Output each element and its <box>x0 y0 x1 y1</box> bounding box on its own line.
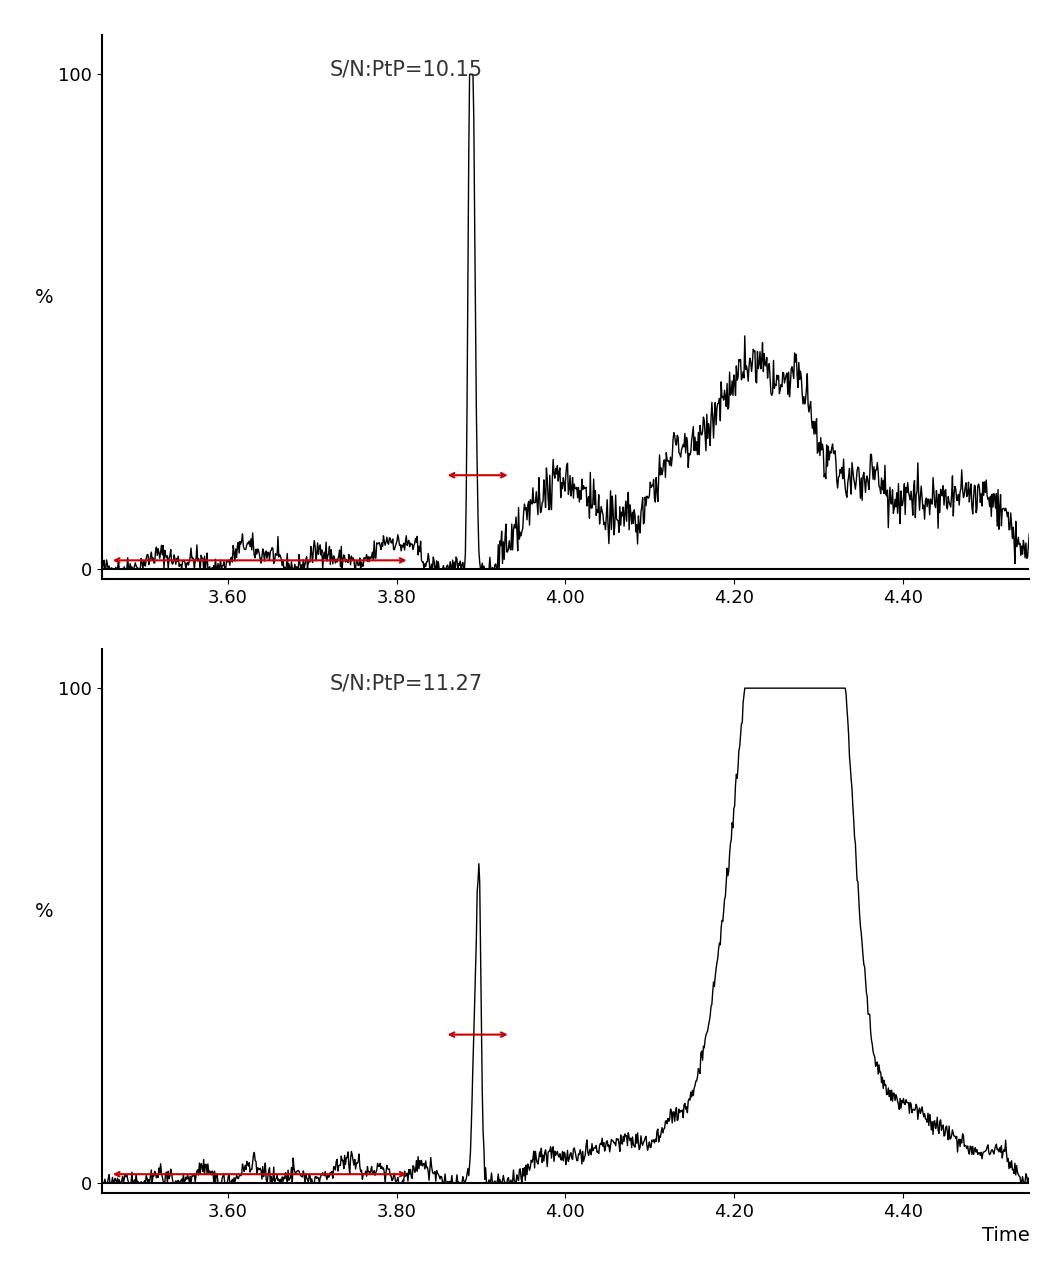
Y-axis label: %: % <box>35 288 53 307</box>
Text: S/N:PtP=10.15: S/N:PtP=10.15 <box>329 59 482 79</box>
Text: S/N:PtP=11.27: S/N:PtP=11.27 <box>329 673 482 694</box>
X-axis label: Time: Time <box>981 1226 1029 1245</box>
Y-axis label: %: % <box>35 902 53 920</box>
